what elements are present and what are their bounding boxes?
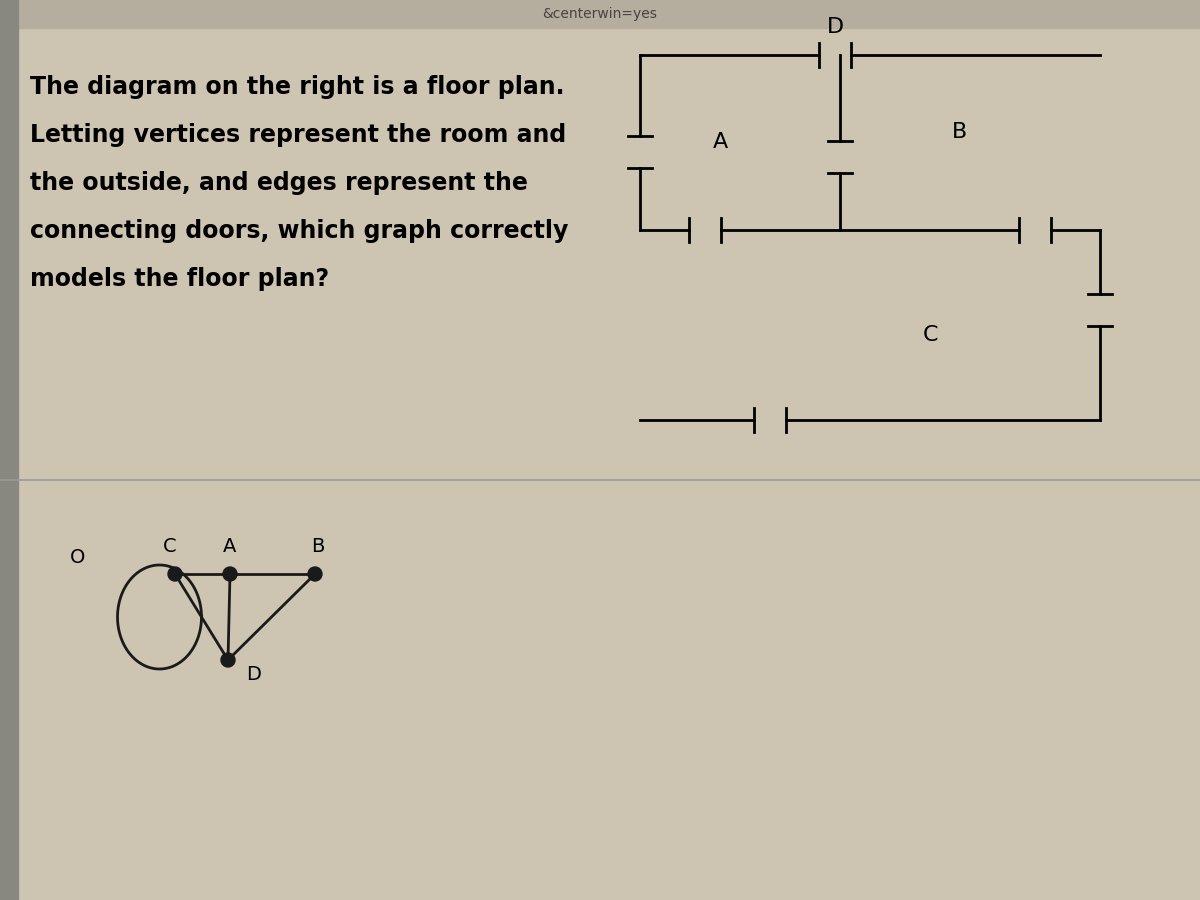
Circle shape bbox=[168, 567, 182, 581]
Text: &centerwin=yes: &centerwin=yes bbox=[542, 7, 658, 21]
Circle shape bbox=[221, 653, 235, 667]
Circle shape bbox=[308, 567, 322, 581]
Text: connecting doors, which graph correctly: connecting doors, which graph correctly bbox=[30, 219, 569, 243]
Text: C: C bbox=[923, 325, 937, 345]
Text: O: O bbox=[71, 548, 85, 567]
Text: The diagram on the right is a floor plan.: The diagram on the right is a floor plan… bbox=[30, 75, 564, 99]
Text: models the floor plan?: models the floor plan? bbox=[30, 267, 329, 291]
Text: B: B bbox=[311, 537, 325, 556]
Text: Letting vertices represent the room and: Letting vertices represent the room and bbox=[30, 123, 566, 147]
Text: B: B bbox=[953, 122, 967, 142]
Bar bbox=[0, 0, 1200, 28]
Text: A: A bbox=[223, 537, 236, 556]
Text: D: D bbox=[827, 17, 844, 37]
Text: D: D bbox=[246, 665, 260, 684]
Text: C: C bbox=[163, 537, 176, 556]
Bar bbox=[0, 0, 18, 900]
Text: A: A bbox=[713, 132, 727, 152]
Circle shape bbox=[223, 567, 238, 581]
Text: the outside, and edges represent the: the outside, and edges represent the bbox=[30, 171, 528, 195]
